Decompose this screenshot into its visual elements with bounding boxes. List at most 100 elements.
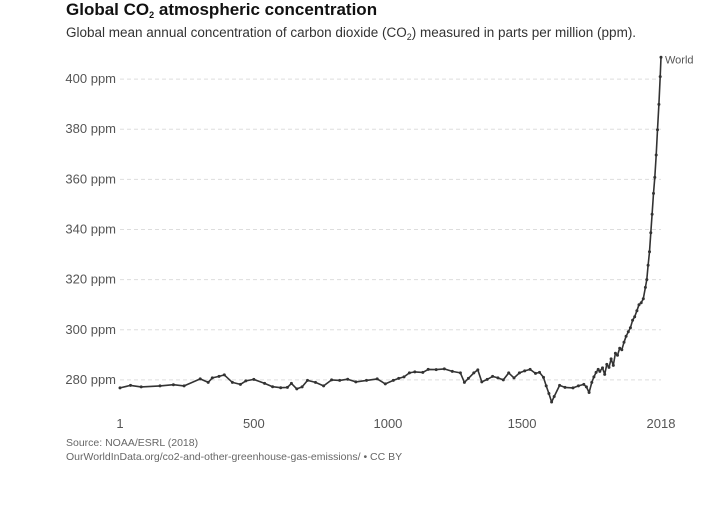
x-tick-label: 2018 xyxy=(647,416,676,431)
y-tick-label: 280 ppm xyxy=(65,372,116,387)
data-point xyxy=(552,395,556,398)
data-point xyxy=(658,75,662,79)
data-point xyxy=(222,373,226,377)
data-point xyxy=(496,376,500,380)
data-point xyxy=(295,387,299,391)
line-chart: 280 ppm 300 ppm 320 ppm 340 ppm 360 ppm 380 p… xyxy=(65,54,694,431)
data-point xyxy=(624,334,628,338)
y-tick-label: 380 ppm xyxy=(65,121,116,136)
data-point xyxy=(631,318,635,322)
x-tick-label: 1500 xyxy=(508,416,537,431)
data-point xyxy=(649,231,653,235)
data-point xyxy=(458,371,462,375)
data-point xyxy=(611,363,615,367)
data-point xyxy=(434,368,438,372)
data-point xyxy=(346,377,350,381)
data-point xyxy=(476,368,480,372)
data-point xyxy=(466,376,470,380)
y-tick-label: 360 ppm xyxy=(65,171,116,186)
data-point xyxy=(613,351,617,355)
data-point xyxy=(603,372,607,376)
data-point xyxy=(592,375,596,379)
data-point xyxy=(590,380,594,384)
data-point xyxy=(523,369,527,373)
data-point xyxy=(118,386,122,390)
data-point xyxy=(542,375,545,379)
data-point xyxy=(653,175,657,179)
x-axis-ticks: 1 500 1000 1500 2018 xyxy=(116,416,675,431)
data-point xyxy=(244,379,248,383)
data-point xyxy=(601,366,604,370)
data-point xyxy=(210,376,214,380)
data-point xyxy=(650,212,654,216)
data-point xyxy=(230,380,234,384)
data-point xyxy=(397,376,401,380)
data-point xyxy=(538,370,541,374)
data-point xyxy=(652,191,655,195)
data-point xyxy=(609,357,613,361)
data-point xyxy=(605,362,609,366)
data-point xyxy=(635,309,639,313)
data-point xyxy=(657,102,661,106)
data-point xyxy=(472,371,476,375)
data-point xyxy=(375,377,379,381)
data-point xyxy=(598,369,602,373)
data-point xyxy=(263,381,267,385)
data-point xyxy=(129,383,132,387)
data-point xyxy=(596,367,600,371)
data-point xyxy=(633,315,637,319)
data-point xyxy=(654,153,658,157)
data-point xyxy=(618,346,622,350)
data-point xyxy=(620,348,624,352)
data-point xyxy=(517,371,521,375)
y-tick-label: 300 ppm xyxy=(65,322,116,337)
data-point xyxy=(330,378,334,382)
series-line xyxy=(119,57,662,403)
y-tick-label: 400 ppm xyxy=(65,71,116,86)
data-point xyxy=(576,384,580,388)
data-point xyxy=(279,386,283,390)
data-point xyxy=(365,378,368,382)
data-point xyxy=(462,380,466,384)
data-point xyxy=(639,301,643,305)
data-point xyxy=(571,386,575,390)
data-point xyxy=(544,384,548,388)
data-point xyxy=(616,353,619,357)
data-point xyxy=(507,371,511,375)
data-point xyxy=(550,400,554,404)
data-point xyxy=(198,377,202,381)
x-tick-label: 500 xyxy=(243,416,265,431)
data-point xyxy=(563,385,567,389)
x-tick-label: 1000 xyxy=(373,416,402,431)
data-point xyxy=(354,380,358,384)
data-point xyxy=(607,365,611,369)
data-point xyxy=(587,391,591,394)
data-point xyxy=(300,385,304,389)
y-tick-label: 320 ppm xyxy=(65,272,116,287)
data-point xyxy=(584,385,588,389)
data-point xyxy=(182,384,186,388)
y-tick-label: 340 ppm xyxy=(65,222,116,237)
data-point xyxy=(206,380,210,384)
data-point xyxy=(426,367,430,371)
data-point xyxy=(594,370,598,374)
source-url[interactable]: OurWorldInData.org/co2-and-other-greenho… xyxy=(66,451,403,463)
data-point xyxy=(628,326,632,330)
data-point xyxy=(643,285,647,289)
data-point xyxy=(306,378,309,382)
data-point xyxy=(407,371,411,375)
data-point xyxy=(528,367,532,371)
data-point xyxy=(637,303,641,307)
chart-subtitle: Global mean annual concentration of carb… xyxy=(66,25,637,42)
data-point xyxy=(383,382,387,386)
data-point xyxy=(402,375,406,379)
data-point xyxy=(442,367,446,371)
data-point xyxy=(338,378,342,382)
data-point xyxy=(158,384,162,388)
data-point xyxy=(659,55,663,59)
data-point xyxy=(285,385,289,389)
data-point xyxy=(646,263,650,267)
data-point xyxy=(271,385,275,389)
data-point xyxy=(641,297,645,301)
plot-area: World xyxy=(118,54,694,404)
